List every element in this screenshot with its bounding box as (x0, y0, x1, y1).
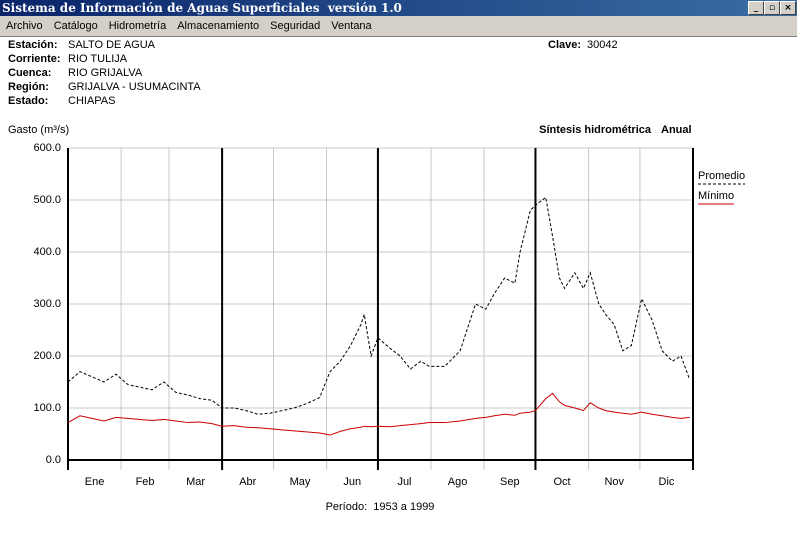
data-line (67, 196, 691, 415)
x-tick-label: Nov (604, 476, 624, 488)
info-value: RIO TULIJA (68, 53, 128, 65)
x-tick-label: Mar (186, 476, 205, 488)
legend-label: Promedio (698, 170, 745, 182)
chart-title: Síntesis hidrométrica (539, 124, 652, 136)
x-tick-label: Dic (659, 476, 675, 488)
close-button[interactable]: × (780, 1, 796, 15)
window-title: Sistema de Información de Aguas Superfic… (2, 1, 402, 15)
info-label: Región: (8, 81, 49, 93)
info-value: GRIJALVA - USUMACINTA (68, 81, 201, 93)
y-tick-label: 0.0 (46, 454, 61, 466)
info-label: Corriente: (8, 53, 61, 65)
y-tick-label: 100.0 (33, 402, 61, 414)
minimize-button[interactable]: _ (748, 1, 764, 15)
menu-item[interactable]: Catálogo (53, 20, 98, 32)
y-tick-label: 300.0 (33, 298, 61, 310)
menu-item[interactable]: Ventana (331, 20, 372, 32)
x-tick-label: Ago (448, 476, 468, 488)
x-tick-label: Jun (343, 476, 361, 488)
menu-item[interactable]: Almacenamiento (177, 20, 260, 32)
menu-bar: Archivo Catálogo Hidrometría Almacenamiento… (0, 16, 797, 37)
footer: Período: 1953 a 1999 (326, 501, 435, 513)
y-tick-label: 400.0 (33, 246, 61, 258)
x-tick-label: Jul (397, 476, 411, 488)
x-tick-label: Oct (553, 476, 570, 488)
info-label: Estación: (8, 39, 58, 51)
x-tick-label: May (290, 476, 311, 488)
y-tick-label: 600.0 (33, 142, 61, 154)
info-label: Cuenca: (8, 67, 51, 79)
x-tick-label: Ene (85, 476, 105, 488)
info-value: SALTO DE AGUA (68, 39, 156, 51)
info-label: Estado: (8, 95, 48, 107)
x-tick-label: Abr (239, 476, 256, 488)
chart: Estación: SALTO DE AGUA Corriente: RIO TULI… (8, 39, 746, 513)
menu-item[interactable]: Seguridad (270, 20, 321, 32)
chart-subtitle: Anual (661, 124, 692, 136)
clave-label: Clave: (548, 39, 581, 51)
data-line (67, 392, 690, 436)
y-tick-label: 500.0 (33, 194, 61, 206)
x-tick-label: Sep (500, 476, 520, 488)
info-value: RIO GRIJALVA (68, 67, 143, 79)
menu-item[interactable]: Archivo (6, 20, 43, 32)
title-bar: Sistema de Información de Aguas Superfic… (0, 0, 797, 16)
y-axis-label: Gasto (m³/s) (8, 124, 69, 136)
info-value: CHIAPAS (68, 95, 115, 107)
maximize-button[interactable]: ▫ (764, 1, 780, 15)
y-tick-label: 200.0 (33, 350, 61, 362)
clave-value: 30042 (587, 39, 618, 51)
menu-item[interactable]: Hidrometría (108, 20, 167, 32)
x-tick-label: Feb (136, 476, 155, 488)
legend-label: Mínimo (698, 190, 734, 202)
